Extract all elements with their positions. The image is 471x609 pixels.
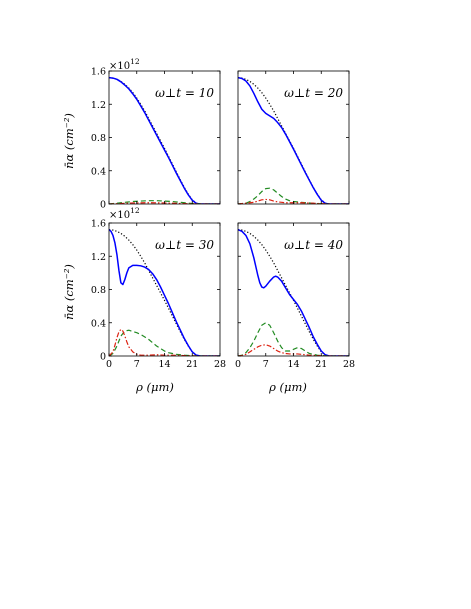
y-tick-label: 0.8 bbox=[91, 285, 106, 296]
y-axis-label-bottom: n̄α (cm⁻²) bbox=[62, 264, 76, 320]
y-multiplier-bottom: ×1012 bbox=[109, 206, 140, 221]
y-tick-label: 0.4 bbox=[91, 318, 106, 329]
y-tick-label: 0 bbox=[100, 200, 106, 211]
panel-1: 0 0.4 0.8 1.2 1.6 ω⊥t = 10 bbox=[91, 67, 221, 211]
panel-annotation: ω⊥t = 10 bbox=[155, 86, 214, 100]
panel-2: ω⊥t = 20 bbox=[237, 70, 350, 205]
y-multiplier-top: ×1012 bbox=[109, 57, 140, 72]
x-tick-label: 0 bbox=[106, 359, 112, 370]
panel-4: 0 7 14 21 28 ω⊥t = 40 bbox=[235, 222, 355, 370]
panel-annotation: ω⊥t = 20 bbox=[284, 86, 343, 100]
series-line-3 bbox=[109, 200, 220, 204]
series-line-3 bbox=[109, 329, 220, 356]
series-line-1 bbox=[109, 77, 220, 204]
x-axis-label-left: ρ (μm) bbox=[135, 380, 174, 394]
series-line-2 bbox=[109, 76, 220, 204]
x-tick-label: 21 bbox=[186, 359, 198, 370]
y-tick-label: 1.2 bbox=[91, 252, 106, 263]
panel-annotation: ω⊥t = 30 bbox=[155, 238, 214, 252]
y-tick-label: 0 bbox=[100, 352, 106, 363]
x-tick-label: 14 bbox=[158, 359, 170, 370]
series-line-2 bbox=[109, 229, 220, 356]
x-axis-label-right: ρ (μm) bbox=[268, 380, 307, 394]
x-tick-label: 28 bbox=[343, 359, 355, 370]
y-tick-label: 1.6 bbox=[91, 219, 106, 230]
series-line-4 bbox=[238, 198, 349, 204]
series-line-3 bbox=[238, 322, 349, 356]
x-tick-label: 21 bbox=[315, 359, 327, 370]
series-line-2 bbox=[238, 228, 349, 356]
y-tick-label: 0.8 bbox=[91, 133, 106, 144]
y-tick-label: 1.6 bbox=[91, 67, 106, 78]
y-tick-label: 1.2 bbox=[91, 100, 106, 111]
series-line-4 bbox=[238, 344, 349, 356]
x-tick-label: 28 bbox=[214, 359, 226, 370]
x-tick-label: 7 bbox=[134, 359, 140, 370]
x-tick-label: 7 bbox=[263, 359, 269, 370]
panel-3: 0 0.4 0.8 1.2 1.6 0 7 14 21 28 ω⊥t = 30 bbox=[91, 219, 226, 371]
panel-annotation: ω⊥t = 40 bbox=[284, 238, 343, 252]
y-tick-label: 0.4 bbox=[91, 166, 106, 177]
x-tick-label: 14 bbox=[287, 359, 299, 370]
series-line-4 bbox=[109, 328, 220, 356]
series-line-1 bbox=[109, 229, 220, 356]
y-axis-label-top: n̄α (cm⁻²) bbox=[62, 113, 76, 169]
series-line-2 bbox=[238, 76, 349, 204]
series-line-3 bbox=[238, 187, 349, 204]
x-tick-label: 0 bbox=[235, 359, 241, 370]
